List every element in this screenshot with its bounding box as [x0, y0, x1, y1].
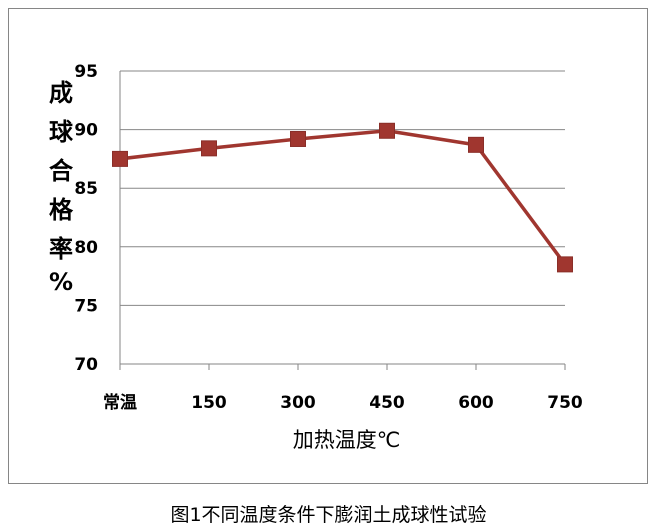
x-axis-title: 加热温度℃	[293, 428, 401, 452]
figure-caption: 图1不同温度条件下膨润土成球性试验	[170, 504, 487, 526]
data-point	[112, 150, 128, 167]
y-axis-label-char: 成	[49, 79, 73, 107]
x-tick-label: 300	[280, 393, 316, 413]
y-tick-label: 75	[74, 296, 98, 316]
chart-frame: 成球合格率%	[8, 8, 648, 484]
data-point	[468, 136, 484, 153]
x-tick-label: 600	[458, 393, 494, 413]
data-point	[557, 256, 573, 273]
data-point	[379, 122, 395, 139]
y-tick-label: 85	[74, 179, 98, 199]
y-axis-label-char: 格	[49, 196, 73, 224]
x-tick-label: 常温	[103, 392, 137, 413]
series-line	[119, 129, 567, 266]
y-tick-label: 95	[74, 62, 98, 82]
y-axis-label-char: 球	[49, 118, 73, 146]
y-tick-label: 70	[74, 355, 98, 375]
data-point	[290, 130, 306, 147]
y-axis-label-char: 率	[49, 235, 73, 263]
y-tick-label: 80	[74, 238, 98, 258]
x-tick-label: 450	[369, 393, 405, 413]
x-tick-label: 150	[191, 393, 227, 413]
data-point	[201, 140, 217, 157]
x-tick-label: 750	[547, 393, 583, 413]
y-axis-label-char: 合	[49, 157, 73, 185]
y-axis-label-char: %	[49, 268, 74, 296]
y-tick-label: 90	[74, 121, 98, 141]
line-chart: 70 75 80 85 90 95 常温 150 300 450 600 750 加热温度℃	[74, 62, 583, 452]
